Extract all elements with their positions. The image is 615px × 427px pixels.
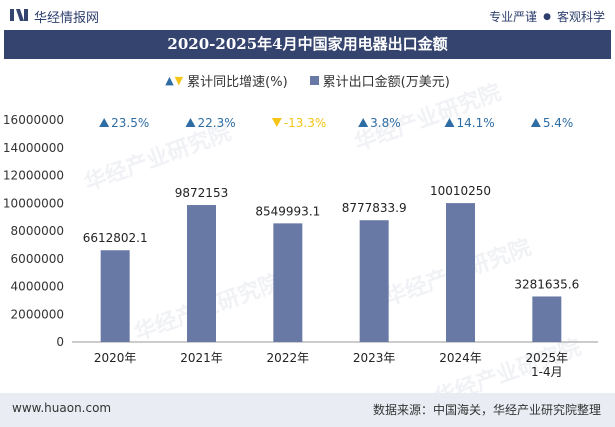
y-tick-label: 14000000 — [3, 141, 64, 155]
growth-up-marker — [530, 118, 541, 127]
tagline-2: 客观科学 — [556, 10, 605, 24]
growth-up-marker — [444, 118, 455, 127]
top-bar: 华经情报网 专业严谨 ● 客观科学 — [0, 0, 615, 30]
growth-down-marker — [271, 118, 282, 127]
y-tick-label: 0 — [56, 335, 64, 349]
legend-square-icon — [309, 76, 319, 85]
bar-value-label: 6612802.1 — [83, 231, 148, 245]
legend-growth: ▲ ▼ 累计同比增速(%) — [165, 71, 287, 90]
bar — [446, 203, 475, 342]
growth-label: -13.3% — [284, 116, 326, 130]
y-tick-label: 16000000 — [3, 113, 64, 127]
legend-amount: 累计出口金额(万美元) — [309, 71, 450, 90]
growth-label: 22.3% — [198, 116, 236, 130]
bar-value-label: 10010250 — [430, 184, 491, 198]
legend-growth-label: 累计同比增速(%) — [187, 75, 288, 90]
growth-up-marker — [99, 118, 110, 127]
x-tick-label: 2024年 — [439, 351, 482, 365]
chart-title: 2020-2025年4月中国家用电器出口金额 — [4, 30, 611, 59]
y-tick-label: 4000000 — [11, 280, 64, 294]
x-tick-label: 2023年 — [353, 351, 396, 365]
x-tick-label: 2022年 — [267, 351, 310, 365]
growth-up-marker — [358, 118, 369, 127]
y-tick-label: 8000000 — [11, 224, 64, 238]
footer-source: 数据来源：中国海关，华经产业研究院整理 — [372, 403, 601, 417]
growth-label: 5.4% — [543, 116, 574, 130]
triangle-down-icon: ▼ — [174, 74, 184, 87]
tagline-1: 专业严谨 — [489, 10, 538, 24]
bar-value-label: 8549993.1 — [255, 204, 320, 218]
brand-logo-icon — [10, 9, 28, 21]
bar — [273, 223, 303, 342]
bar-chart: 0 2000000 4000000 6000000 8000000 10000000 120… — [3, 113, 598, 379]
growth-label: 23.5% — [111, 116, 149, 130]
x-tick-label: 2021年 — [180, 351, 223, 365]
y-tick-label: 10000000 — [3, 196, 64, 210]
bullet-icon: ● — [543, 11, 551, 22]
bar — [532, 296, 562, 342]
x-tick-label: 2020年 — [94, 351, 137, 365]
footer: www.huaon.com 数据来源：中国海关，华经产业研究院整理 — [0, 393, 615, 427]
legend-amount-label: 累计出口金额(万美元) — [322, 75, 450, 90]
bar — [100, 250, 130, 342]
brand-name: 华经情报网 — [34, 11, 100, 26]
x-tick-label: 2025年 — [526, 351, 569, 365]
bar-value-label: 8777833.9 — [342, 201, 407, 215]
triangle-up-icon: ▲ — [165, 74, 174, 87]
bar — [187, 205, 216, 342]
y-tick-label: 6000000 — [11, 252, 64, 266]
tagline: 专业严谨 ● 客观科学 — [489, 8, 605, 25]
bar — [359, 220, 389, 342]
legend: ▲ ▼ 累计同比增速(%) 累计出口金额(万美元) — [0, 71, 615, 90]
growth-label: 3.8% — [370, 116, 401, 130]
footer-site: www.huaon.com — [12, 401, 112, 415]
y-tick-label: 12000000 — [3, 169, 64, 183]
bar-value-label: 3281635.6 — [514, 277, 579, 291]
y-tick-label: 2000000 — [11, 307, 64, 321]
bar-value-label: 9872153 — [175, 186, 228, 200]
x-tick-label: 1-4月 — [531, 365, 563, 379]
growth-label: 14.1% — [457, 116, 495, 130]
growth-up-marker — [185, 118, 196, 127]
